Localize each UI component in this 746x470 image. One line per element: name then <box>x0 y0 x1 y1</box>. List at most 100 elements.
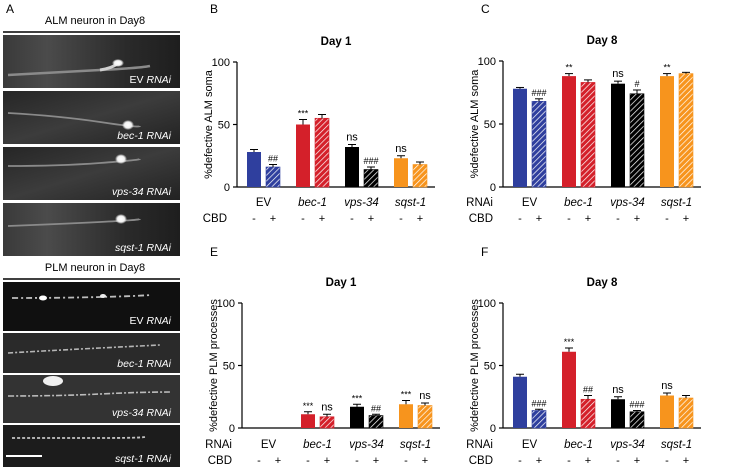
y-tick-label: 100 <box>217 298 235 310</box>
bar <box>629 93 645 188</box>
chart-title: Day 1 <box>326 277 357 289</box>
bar <box>265 166 281 188</box>
bar <box>611 83 625 187</box>
group-label: bec-1 <box>564 197 593 209</box>
y-axis-label: %defective ALM soma <box>469 69 481 179</box>
group-label: EV <box>522 439 538 451</box>
bar <box>417 405 433 429</box>
bar <box>296 124 310 187</box>
plm-label-bec-1-rnai: RNAi <box>146 358 171 370</box>
y-tick-label: 50 <box>484 361 496 373</box>
group-label: EV <box>522 197 538 209</box>
plm-label-bec-1-gene: bec-1 <box>117 358 143 370</box>
bar <box>678 397 694 429</box>
svg-text:vps-34 RNAi: vps-34 RNAi <box>112 186 172 198</box>
bar <box>660 395 674 428</box>
alm-micrograph-panel: ALM neuron in Day8 EV RNAi bec-1 RNAi vp… <box>3 15 180 256</box>
alm-label-vps-34-gene: vps-34 <box>112 186 144 198</box>
cbd-sign: + <box>324 455 330 467</box>
bar <box>660 76 674 187</box>
bar <box>562 76 576 187</box>
alm-label-sqst-1-gene: sqst-1 <box>115 242 144 254</box>
chart-f: 0 50 100 Day 8 %defective PLM processes - ### +… <box>466 277 701 467</box>
bar <box>345 147 359 187</box>
plm-micrograph-panel: PLM neuron in Day8 EV RNAi bec-1 RNAi vp… <box>3 262 180 467</box>
rnai-row-label: RNAi <box>205 439 232 451</box>
bar <box>394 158 408 187</box>
y-tick-label: 0 <box>229 423 235 435</box>
plm-image-ev: EV RNAi <box>3 282 180 331</box>
bar <box>350 406 364 428</box>
panel-letter-c: C <box>481 2 490 16</box>
alm-label-bec-1-gene: bec-1 <box>117 130 143 142</box>
bar <box>513 376 527 428</box>
bar <box>412 164 428 188</box>
svg-text:vps-34 RNAi: vps-34 RNAi <box>112 407 172 419</box>
cbd-sign: - <box>616 455 620 467</box>
y-tick-label: 0 <box>490 423 496 435</box>
bar <box>301 414 315 428</box>
significance-label: ## <box>583 385 593 395</box>
bar <box>513 88 527 187</box>
alm-image-ev: EV RNAi <box>3 35 180 88</box>
significance-label: ns <box>346 132 358 144</box>
cbd-row-label: CBD <box>469 213 493 225</box>
bar <box>368 415 384 429</box>
cbd-sign: + <box>373 455 379 467</box>
cbd-sign: - <box>399 213 403 225</box>
cbd-sign: + <box>585 213 591 225</box>
plm-label-ev-rnai: RNAi <box>146 315 171 327</box>
cbd-row-label: CBD <box>208 455 232 467</box>
cbd-sign: - <box>252 213 256 225</box>
significance-label: ## <box>371 403 381 413</box>
significance-label: ## <box>268 154 278 164</box>
cbd-sign: - <box>665 213 669 225</box>
cbd-sign: - <box>306 455 310 467</box>
svg-text:EV RNAi: EV RNAi <box>130 315 172 327</box>
significance-label: *** <box>401 390 412 400</box>
alm-label-ev-gene: EV <box>130 74 144 86</box>
chart-c: 0 50 100 Day 8 %defective ALM soma - ### + ** - + n… <box>466 35 701 225</box>
cbd-sign: - <box>616 213 620 225</box>
significance-label: ns <box>612 384 624 396</box>
bar <box>562 351 576 428</box>
significance-label: ns <box>321 401 333 413</box>
bar <box>678 73 694 188</box>
bar <box>580 398 596 429</box>
group-label: sqst-1 <box>395 197 426 209</box>
significance-label: ### <box>363 156 378 166</box>
cbd-sign: - <box>350 213 354 225</box>
y-axis-label: %defective PLM processes <box>208 299 220 432</box>
group-label: sqst-1 <box>661 439 692 451</box>
plm-image-sqst-1: sqst-1 RNAi <box>3 425 180 467</box>
bar <box>629 411 645 429</box>
chart-title: Day 8 <box>587 35 618 47</box>
plm-label-vps-34-rnai: RNAi <box>146 407 171 419</box>
group-label: vps-34 <box>349 439 384 451</box>
group-label: vps-34 <box>610 197 645 209</box>
significance-label: ** <box>663 63 671 73</box>
significance-label: *** <box>564 337 575 347</box>
panel-letter-f: F <box>481 245 488 259</box>
group-label: EV <box>261 439 277 451</box>
y-axis-label: %defective ALM soma <box>203 69 215 179</box>
group-label: bec-1 <box>564 439 593 451</box>
cbd-sign: + <box>417 213 423 225</box>
y-axis-label: %defective PLM processes <box>469 299 481 432</box>
cbd-sign: + <box>634 455 640 467</box>
significance-label: # <box>634 79 639 89</box>
chart-e: 0 50 100 Day 1 %defective PLM processes - + ***… <box>205 277 440 467</box>
plm-image-vps-34: vps-34 RNAi <box>3 375 180 423</box>
group-label: vps-34 <box>610 439 645 451</box>
cbd-sign: - <box>355 455 359 467</box>
chart-b: 0 50 100 Day 1 %defective ALM soma - ## + *** - + n… <box>203 36 435 225</box>
cbd-sign: + <box>368 213 374 225</box>
group-label: bec-1 <box>303 439 332 451</box>
plm-label-sqst-1-gene: sqst-1 <box>115 453 144 465</box>
significance-label: ** <box>565 63 573 73</box>
y-tick-label: 0 <box>490 182 496 194</box>
cbd-sign: + <box>585 455 591 467</box>
group-label: sqst-1 <box>400 439 431 451</box>
chart-title: Day 8 <box>587 277 618 289</box>
rnai-row-label: RNAi <box>466 439 493 451</box>
